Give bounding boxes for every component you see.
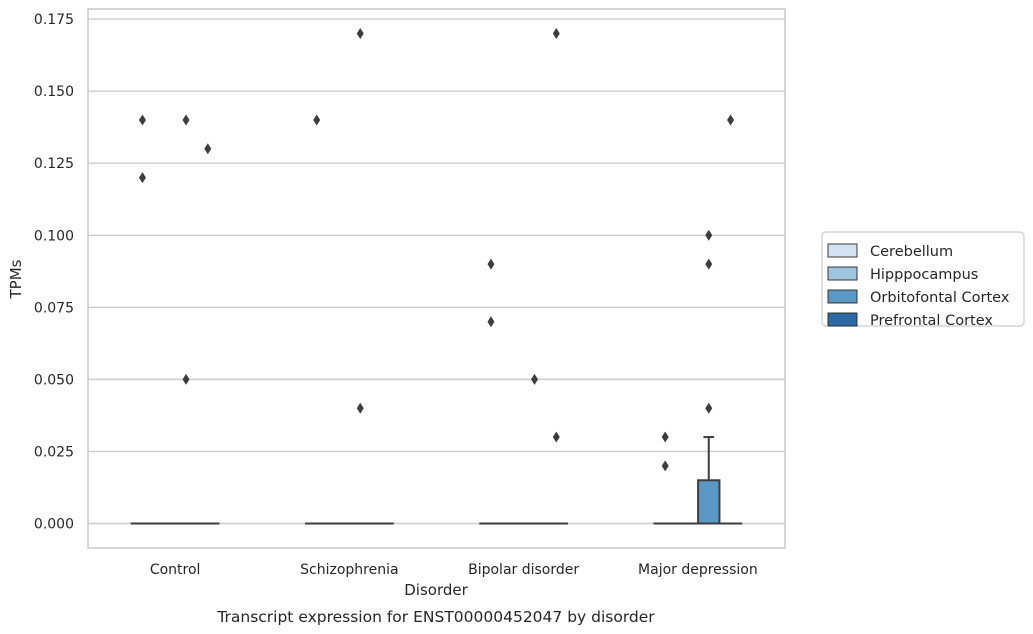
- box-body: [697, 479, 721, 525]
- outlier-point: [661, 431, 669, 443]
- legend-label: Orbitofontal Cortex: [870, 290, 1010, 306]
- outlier-point: [356, 28, 364, 39]
- y-tick-label: 0.125: [34, 156, 74, 172]
- outlier-point: [705, 229, 713, 241]
- outlier-point: [487, 316, 495, 328]
- outliers: [138, 28, 735, 472]
- y-tick-label: 0.100: [34, 228, 74, 244]
- legend-label: Cerebellum: [870, 244, 953, 260]
- y-tick-label: 0.025: [34, 444, 74, 460]
- y-tick-label: 0.075: [34, 300, 74, 316]
- legend-swatch: [827, 289, 858, 304]
- y-tick-label: 0.175: [34, 12, 74, 28]
- y-tick-labels: 0.000 0.025 0.050 0.075 0.100 0.125 0.150 0.175: [34, 12, 74, 532]
- outlier-point: [138, 172, 146, 184]
- outlier-point: [552, 431, 560, 443]
- outlier-point: [182, 373, 190, 385]
- outlier-point: [531, 373, 539, 385]
- legend-frame: [821, 231, 1025, 327]
- x-tick-labels: Control Schizophrenia Bipolar disorder Majo…: [150, 562, 758, 578]
- outlier-point: [727, 114, 735, 126]
- chart-caption: Transcript expression for ENST0000045204…: [216, 608, 655, 626]
- box-major-depression-2: [697, 436, 721, 525]
- outlier-point: [182, 114, 190, 126]
- legend-label: Prefrontal Cortex: [870, 313, 993, 329]
- legend-swatch: [827, 266, 858, 281]
- y-tick-label: 0.050: [34, 372, 74, 388]
- y-axis-label: TPMs: [7, 259, 25, 299]
- x-tick-label: Bipolar disorder: [468, 562, 579, 578]
- outlier-point: [661, 460, 669, 472]
- outlier-point: [487, 258, 495, 270]
- outlier-point: [313, 114, 321, 126]
- x-tick-label: Control: [150, 562, 201, 578]
- y-tick-label: 0.150: [34, 84, 74, 100]
- legend: Cerebellum Hipppocampus Orbitofontal Corte…: [821, 231, 1025, 329]
- legend-swatch: [827, 243, 858, 258]
- outlier-point: [356, 402, 364, 414]
- boxes: [130, 436, 743, 525]
- plot-area-frame: [87, 8, 786, 549]
- x-tick-label: Major depression: [638, 562, 758, 578]
- outlier-point: [552, 28, 560, 39]
- outlier-point: [204, 143, 212, 155]
- outlier-point: [705, 258, 713, 270]
- x-tick-label: Schizophrenia: [300, 562, 398, 578]
- outlier-point: [138, 114, 146, 126]
- legend-label: Hipppocampus: [870, 267, 978, 283]
- y-tick-label: 0.000: [34, 517, 74, 533]
- legend-swatch: [827, 312, 858, 327]
- x-axis-label: Disorder: [404, 581, 468, 599]
- outlier-point: [705, 402, 713, 414]
